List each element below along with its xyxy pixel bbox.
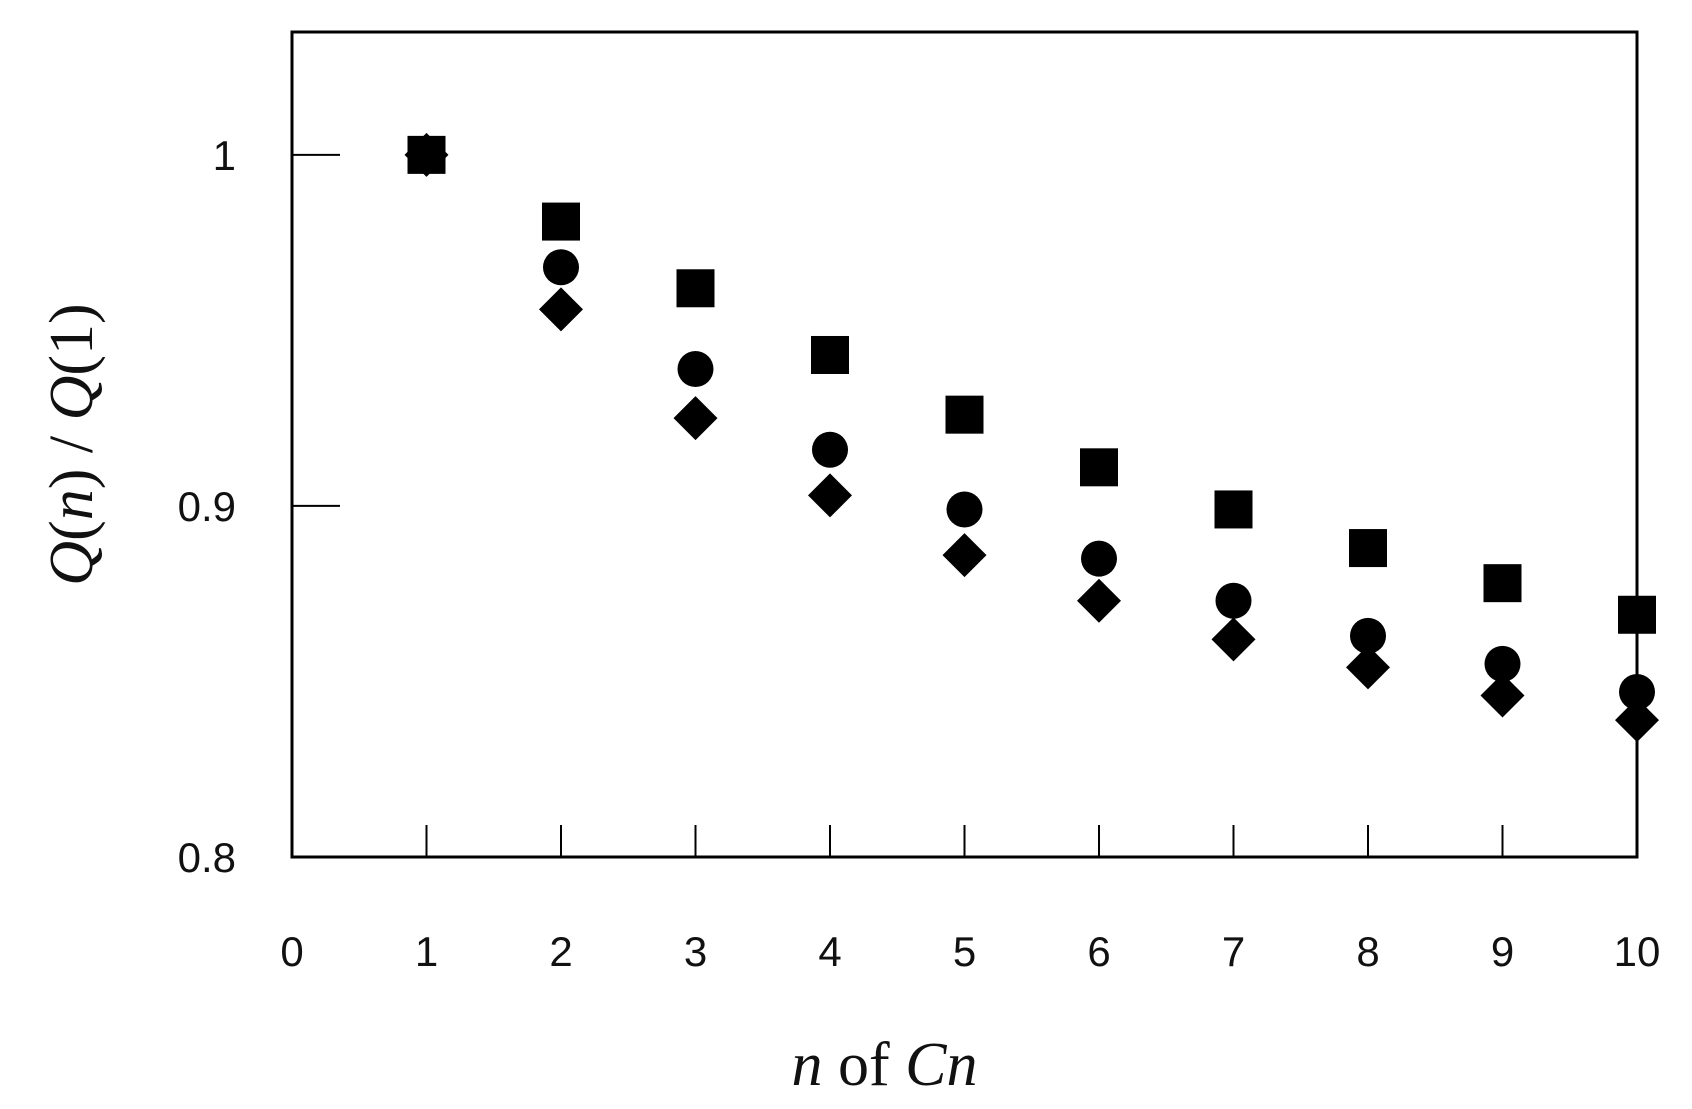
- x-tick-label: 8: [1356, 928, 1379, 975]
- y-axis-title: Q(n) / Q(1): [38, 303, 106, 585]
- plot-frame: [290, 30, 1639, 859]
- y-tick-label: 0.8: [178, 834, 236, 881]
- data-point-circle: [1619, 674, 1655, 710]
- data-point-circle: [543, 249, 579, 286]
- data-point-square: [542, 202, 580, 241]
- y-axis-title-part: ) /: [38, 420, 106, 489]
- data-point-square: [1618, 595, 1656, 634]
- x-axis-title-part: of: [822, 1031, 905, 1099]
- x-tick-label: 1: [415, 928, 438, 975]
- y-axis-title-part: Q: [38, 541, 106, 586]
- data-point-diamond: [539, 287, 583, 332]
- data-point-diamond: [404, 132, 449, 177]
- x-axis-title-part: Cn: [905, 1031, 977, 1099]
- data-point-diamond: [1211, 617, 1256, 662]
- x-tick-label: 0: [280, 928, 303, 975]
- data-point-square: [1080, 448, 1118, 487]
- x-tick-label: 9: [1491, 928, 1514, 975]
- data-point-diamond: [1346, 645, 1390, 690]
- plot-frame-layer: [290, 30, 1639, 859]
- data-point-square: [1214, 490, 1253, 529]
- data-point-diamond: [942, 533, 987, 578]
- data-point-diamond: [1480, 673, 1525, 718]
- x-axis-title: n of Cn: [791, 1031, 977, 1099]
- data-point-circle: [1215, 582, 1252, 619]
- x-tick-label: 5: [953, 928, 976, 975]
- x-tick-label: 3: [684, 928, 707, 975]
- x-tick-label: 2: [549, 928, 572, 975]
- data-point-circle: [812, 431, 848, 468]
- x-axis-title-part: n: [791, 1031, 822, 1099]
- y-tick-label: 0.9: [178, 483, 236, 530]
- y-axis-title-part: (: [38, 520, 106, 541]
- data-point-diamond: [1615, 698, 1659, 743]
- y-tick-label: 1: [213, 132, 236, 179]
- data-point-square: [676, 269, 715, 308]
- marker-layer: [404, 132, 1659, 743]
- data-point-circle: [1350, 617, 1386, 654]
- y-axis-title-part: n: [38, 489, 106, 520]
- y-axis-title-part: (1): [38, 303, 106, 375]
- x-tick-label: 4: [818, 928, 841, 975]
- data-point-square: [1349, 529, 1387, 568]
- data-point-circle: [1081, 540, 1117, 577]
- x-tick-label: 6: [1087, 928, 1110, 975]
- data-point-circle: [946, 491, 983, 528]
- data-point-diamond: [1077, 578, 1121, 623]
- data-point-circle: [1484, 645, 1521, 682]
- data-point-circle: [677, 351, 714, 388]
- data-point-diamond: [673, 396, 718, 441]
- x-tick-label: 7: [1222, 928, 1245, 975]
- data-point-diamond: [808, 473, 852, 518]
- label-layer: 0 1 2 3 4 5 6 7 8 9 100.80.91n of CnQ(n) / Q(1): [38, 132, 1660, 1099]
- x-tick-label: 10: [1614, 928, 1661, 975]
- data-point-square: [1483, 564, 1522, 603]
- data-point-square: [945, 395, 984, 434]
- tick-layer: [292, 153, 1504, 857]
- y-axis-title-part: Q: [38, 376, 106, 421]
- data-point-square: [811, 335, 849, 374]
